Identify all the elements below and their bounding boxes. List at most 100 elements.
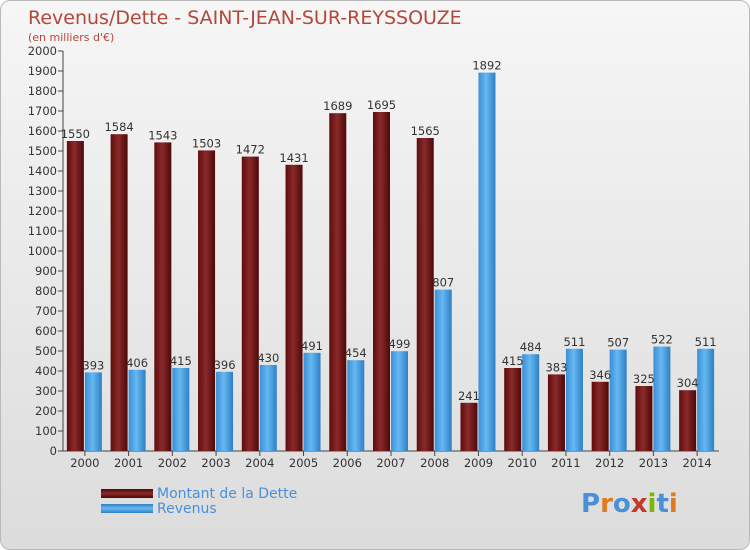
y-tick-label: 1200	[28, 204, 57, 218]
x-tick-label: 2007	[376, 456, 405, 470]
data-label-dette: 415	[502, 354, 524, 368]
data-label-revenus: 393	[82, 358, 104, 372]
logo-letter: x	[630, 489, 648, 519]
data-label-revenus: 507	[607, 336, 629, 350]
logo-letter: o	[612, 489, 631, 519]
bar-revenus	[84, 372, 102, 451]
x-tick-label: 2002	[158, 456, 187, 470]
y-tick-label: 400	[35, 364, 57, 378]
x-tick-label: 2005	[289, 456, 318, 470]
data-label-dette: 1695	[367, 98, 396, 112]
x-tick-label: 2012	[595, 456, 624, 470]
logo-letter: r	[600, 489, 613, 519]
data-label-dette: 1689	[323, 99, 352, 113]
x-tick-label: 2000	[70, 456, 99, 470]
bar-dette	[591, 381, 609, 451]
data-label-dette: 1550	[61, 127, 90, 141]
y-tick-label: 500	[35, 344, 57, 358]
bar-dette	[329, 113, 347, 451]
chart-subtitle: (en milliers d'€)	[28, 31, 115, 44]
y-tick-label: 100	[35, 424, 57, 438]
data-label-dette: 304	[677, 376, 699, 390]
bar-dette	[110, 134, 128, 451]
y-tick-label: 2000	[28, 44, 57, 58]
y-tick-label: 1800	[28, 84, 57, 98]
legend-label-dette: Montant de la Dette	[157, 485, 298, 502]
data-label-revenus: 1892	[472, 59, 501, 73]
bar-revenus	[434, 289, 452, 451]
y-tick-label: 700	[35, 304, 57, 318]
data-label-dette: 1543	[148, 128, 177, 142]
bar-dette	[198, 150, 216, 451]
x-tick-label: 2009	[464, 456, 493, 470]
data-label-revenus: 807	[432, 276, 454, 290]
legend-item-dette: Montant de la Dette	[101, 485, 298, 502]
bar-dette	[504, 368, 522, 451]
bar-revenus	[609, 349, 627, 451]
y-tick-label: 1400	[28, 164, 57, 178]
y-tick-label: 1900	[28, 64, 57, 78]
data-label-revenus: 396	[214, 358, 236, 372]
bar-revenus	[172, 368, 190, 451]
y-tick-label: 800	[35, 284, 57, 298]
bar-dette	[241, 156, 259, 451]
legend: Montant de la Dette Revenus	[101, 485, 298, 517]
data-label-revenus: 430	[257, 351, 279, 365]
data-label-revenus: 511	[563, 335, 585, 349]
data-label-dette: 1431	[279, 151, 308, 165]
bar-revenus	[216, 371, 234, 451]
bar-revenus	[303, 352, 321, 451]
legend-item-revenus: Revenus	[101, 500, 297, 517]
data-label-revenus: 511	[695, 335, 717, 349]
logo-letter: P	[581, 489, 601, 519]
y-tick-label: 1500	[28, 144, 57, 158]
bar-dette	[154, 142, 172, 451]
bar-revenus	[128, 369, 146, 451]
data-label-revenus: 499	[389, 337, 411, 351]
data-label-dette: 1584	[104, 120, 133, 134]
data-label-revenus: 406	[126, 356, 148, 370]
x-tick-label: 2004	[245, 456, 274, 470]
bar-revenus	[565, 348, 583, 451]
proxiti-logo: Proxiti	[581, 489, 678, 519]
chart-title: Revenus/Dette - SAINT-JEAN-SUR-REYSSOUZE	[28, 7, 462, 29]
data-label-revenus: 522	[651, 333, 673, 347]
x-tick-label: 2010	[508, 456, 537, 470]
data-label-revenus: 454	[345, 346, 367, 360]
data-label-dette: 383	[545, 360, 567, 374]
bar-revenus	[653, 346, 671, 451]
x-tick-label: 2003	[201, 456, 230, 470]
data-label-dette: 1472	[236, 143, 265, 157]
logo-letter: t	[656, 489, 669, 519]
bar-revenus	[391, 351, 408, 451]
bar-revenus	[259, 365, 277, 451]
y-tick-label: 600	[35, 324, 57, 338]
bar-dette	[66, 141, 84, 451]
x-tick-label: 2006	[333, 456, 362, 470]
y-tick-label: 1300	[28, 184, 57, 198]
bar-dette	[416, 138, 434, 451]
x-tick-label: 2011	[551, 456, 580, 470]
bar-dette	[635, 386, 653, 451]
logo-letter: i	[647, 489, 657, 519]
bar-dette	[547, 374, 565, 451]
y-tick-label: 1700	[28, 104, 57, 118]
bar-revenus	[347, 360, 365, 451]
bar-dette	[460, 402, 478, 451]
y-tick-label: 200	[35, 404, 57, 418]
bar-revenus	[522, 354, 540, 451]
y-tick-label: 900	[35, 264, 57, 278]
y-tick-label: 1600	[28, 124, 57, 138]
y-tick-label: 0	[50, 444, 57, 458]
x-tick-label: 2014	[682, 456, 711, 470]
data-label-dette: 325	[633, 372, 655, 386]
bar-revenus	[697, 348, 715, 451]
bar-dette	[285, 164, 303, 452]
y-tick-label: 1000	[28, 244, 57, 258]
x-tick-label: 2008	[420, 456, 449, 470]
y-tick-label: 1100	[28, 224, 57, 238]
data-label-dette: 1565	[411, 124, 440, 138]
legend-label-revenus: Revenus	[157, 500, 217, 517]
